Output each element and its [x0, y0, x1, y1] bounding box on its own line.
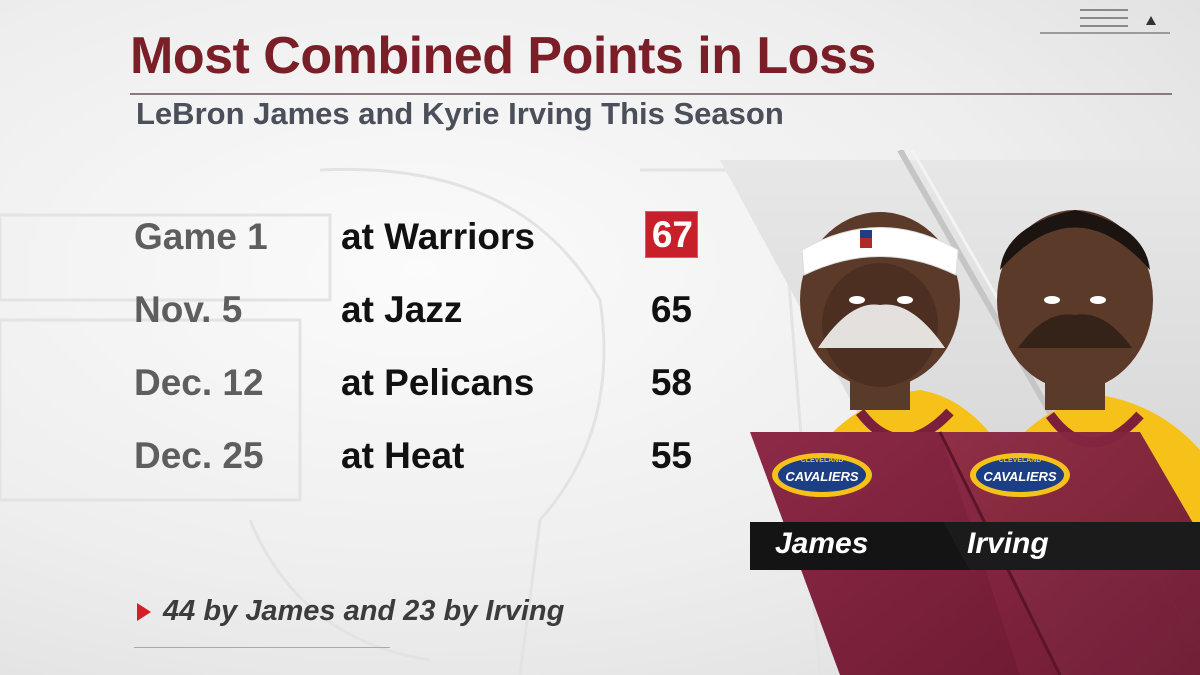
up-arrow-icon[interactable] [1146, 16, 1156, 25]
svg-text:CAVALIERS: CAVALIERS [785, 469, 859, 484]
footnote-divider [134, 647, 390, 648]
game-opponent: at Heat [341, 435, 465, 476]
combined-points: 55 [650, 435, 692, 476]
graphic-subtitle: LeBron James and Kyrie Irving This Seaso… [136, 96, 784, 131]
game-row: Nov. 5 at Jazz 65 [0, 281, 700, 341]
title-divider [130, 93, 1172, 95]
game-opponent: at Jazz [341, 289, 463, 330]
combined-points: 65 [650, 289, 692, 330]
svg-text:CLEVELAND: CLEVELAND [999, 457, 1042, 464]
game-opponent: at Pelicans [341, 362, 535, 403]
footnote: 44 by James and 23 by Irving [163, 595, 565, 627]
game-row: Game 1 at Warriors 67 [0, 208, 700, 268]
player-panel: CLEVELAND CAVALIERS CLEVELAND CAVALIERS [700, 150, 1200, 675]
game-date: Nov. 5 [134, 289, 243, 330]
game-date: Dec. 12 [134, 362, 264, 403]
game-opponent: at Warriors [341, 216, 535, 257]
player-name-james: James [775, 527, 869, 560]
game-row: Dec. 25 at Heat 55 [0, 427, 700, 487]
game-date: Dec. 25 [134, 435, 264, 476]
play-arrow-icon [137, 603, 151, 621]
game-row: Dec. 12 at Pelicans 58 [0, 354, 700, 414]
svg-text:CLEVELAND: CLEVELAND [801, 457, 844, 464]
cavaliers-logo: CLEVELAND CAVALIERS [772, 453, 872, 497]
player-name-irving: Irving [967, 527, 1049, 560]
graphic-title: Most Combined Points in Loss [130, 27, 876, 85]
combined-points-highlight: 67 [644, 211, 698, 258]
combined-points: 58 [650, 362, 692, 403]
player-art: CLEVELAND CAVALIERS CLEVELAND CAVALIERS [720, 150, 1200, 675]
menu-icon[interactable] [1080, 9, 1128, 27]
top-divider [1040, 32, 1170, 34]
svg-text:CAVALIERS: CAVALIERS [983, 469, 1057, 484]
cavaliers-logo: CLEVELAND CAVALIERS [970, 453, 1070, 497]
game-date: Game 1 [134, 216, 268, 257]
